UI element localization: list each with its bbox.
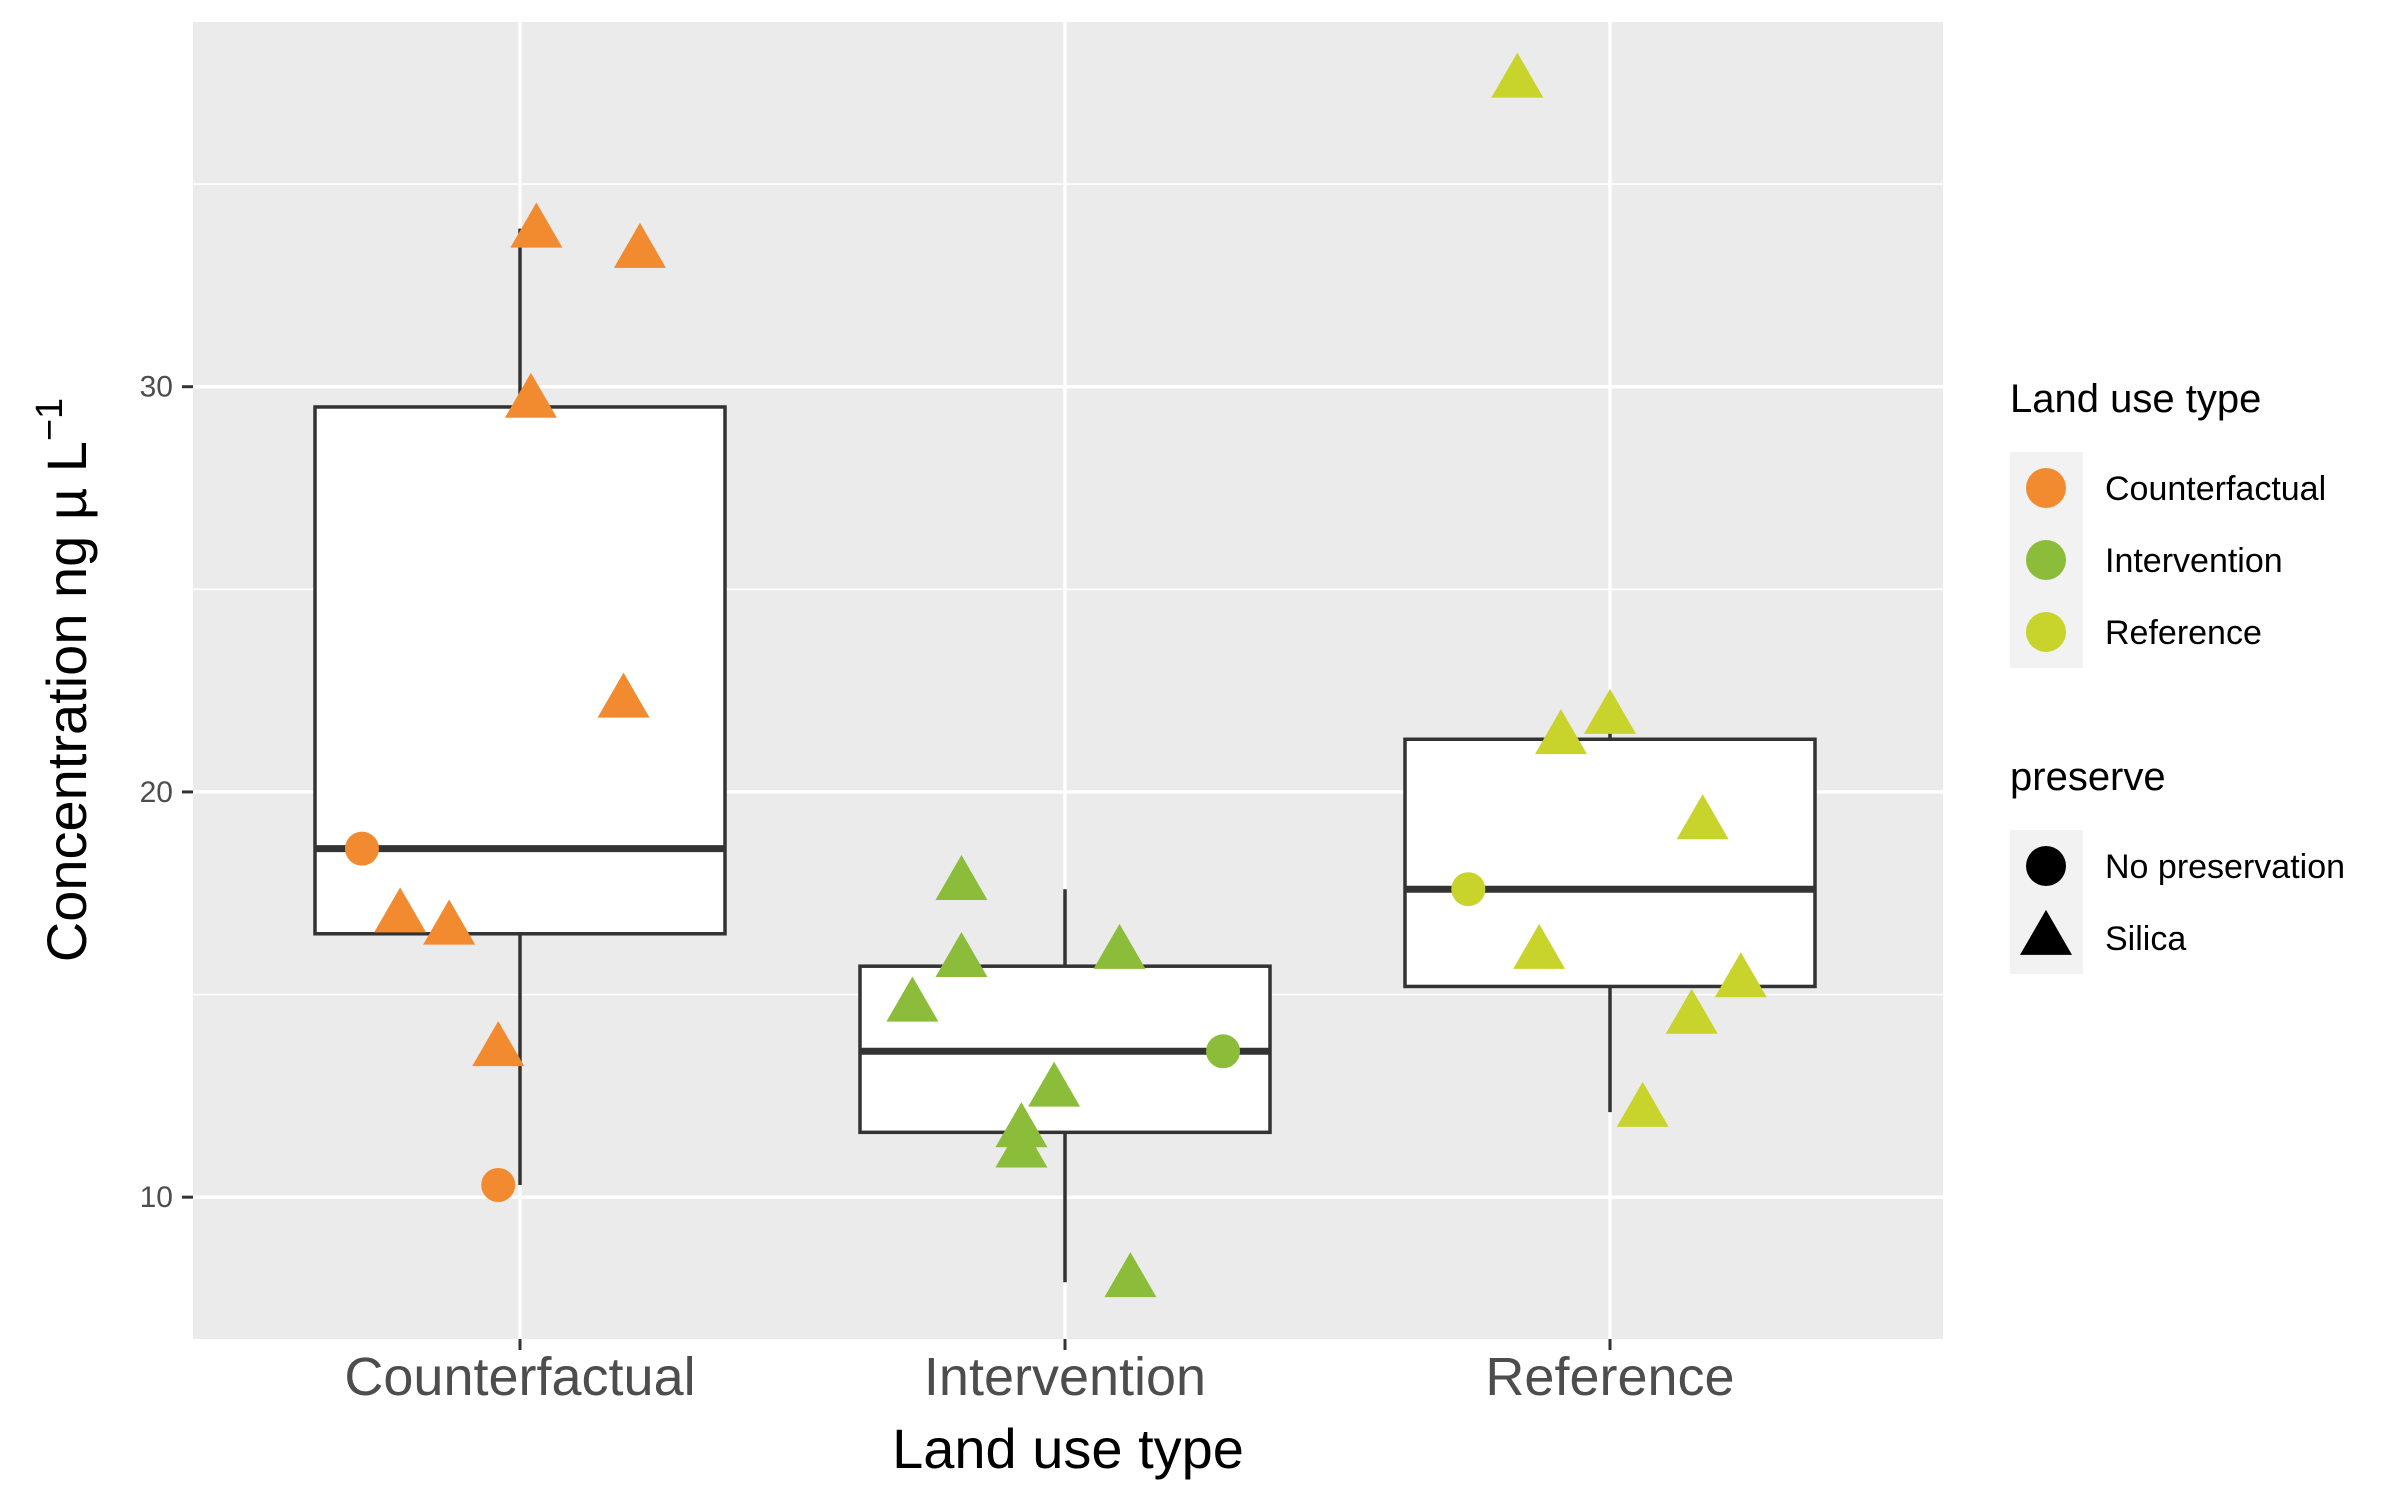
point-triangle bbox=[613, 222, 666, 268]
legend-item-label: Silica bbox=[2105, 920, 2186, 958]
point-circle bbox=[344, 831, 379, 866]
data-points bbox=[344, 52, 1767, 1298]
point-triangle bbox=[374, 887, 427, 933]
point-triangle bbox=[1104, 1252, 1157, 1298]
legend-preserve: preserve No preservation Silica bbox=[2010, 755, 2345, 974]
legend-item-label: Counterfactual bbox=[2105, 470, 2326, 508]
legends: Land use type Counterfactual Intervention R… bbox=[2010, 377, 2345, 974]
legend-item-label: Intervention bbox=[2105, 542, 2283, 580]
box-iqr bbox=[1403, 737, 1817, 989]
point-triangle bbox=[1491, 52, 1544, 98]
point-triangle bbox=[995, 1122, 1048, 1168]
point-triangle bbox=[1665, 988, 1718, 1034]
boxplot-counterfactual bbox=[313, 228, 727, 1186]
x-axis-title: Land use type bbox=[892, 1417, 1244, 1480]
point-triangle bbox=[1028, 1061, 1081, 1107]
x-tick-label: Reference bbox=[1485, 1347, 1734, 1407]
point-triangle bbox=[597, 672, 650, 718]
point-triangle bbox=[1534, 709, 1587, 755]
point-triangle bbox=[1093, 923, 1146, 969]
point-triangle bbox=[510, 202, 563, 248]
point-triangle bbox=[1584, 688, 1636, 734]
point-circle bbox=[1206, 1034, 1241, 1069]
legend-land-use-type: Land use type Counterfactual Intervention R… bbox=[2010, 377, 2326, 668]
point-triangle bbox=[504, 372, 557, 418]
point-circle bbox=[481, 1168, 516, 1203]
point-triangle bbox=[472, 1021, 525, 1067]
y-axis-title-main: Concentration ng µ L bbox=[35, 441, 98, 962]
point-triangle bbox=[935, 931, 988, 977]
legend-key-circle bbox=[2026, 846, 2066, 886]
legend-item-label: Reference bbox=[2105, 614, 2262, 652]
point-triangle bbox=[935, 854, 988, 901]
point-triangle bbox=[423, 899, 476, 945]
point-triangle bbox=[1676, 794, 1729, 840]
y-tick-label: 20 bbox=[140, 776, 173, 809]
legend-key-circle bbox=[2026, 540, 2066, 580]
boxplot-reference bbox=[1403, 710, 1817, 1113]
legend-key-triangle bbox=[2020, 909, 2072, 955]
x-tick-label: Intervention bbox=[924, 1347, 1206, 1407]
legend-key-circle bbox=[2026, 612, 2066, 652]
legend-title: Land use type bbox=[2010, 377, 2261, 421]
y-axis-title-exponent: −1 bbox=[29, 398, 71, 441]
legend-title: preserve bbox=[2010, 755, 2166, 799]
y-axis-title: Concentration ng µ L−1 bbox=[29, 398, 98, 962]
y-tick-label: 10 bbox=[140, 1181, 173, 1214]
point-triangle bbox=[886, 976, 939, 1022]
point-circle bbox=[1451, 872, 1486, 907]
x-tick-label: Counterfactual bbox=[344, 1347, 695, 1407]
legend-item-label: No preservation bbox=[2105, 848, 2345, 886]
point-triangle bbox=[1714, 952, 1767, 998]
point-triangle bbox=[1513, 923, 1566, 969]
axes: 10 20 30 Counterfactual Intervention Referenc… bbox=[140, 371, 1735, 1407]
y-tick-label: 30 bbox=[140, 371, 173, 404]
legend-key-circle bbox=[2026, 468, 2066, 508]
point-triangle bbox=[1616, 1081, 1669, 1127]
